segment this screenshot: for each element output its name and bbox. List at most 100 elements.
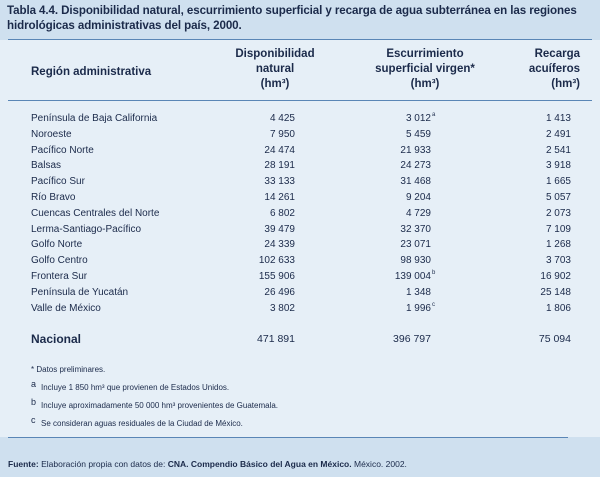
header-top-rule (8, 39, 592, 40)
escurrimiento-value: 139 004 b (394, 269, 436, 285)
disponibilidad-value: 24 474 (264, 144, 295, 156)
table-body (0, 40, 600, 437)
disponibilidad-value: 39 479 (264, 223, 295, 235)
escurrimiento-value: 3 012 a (405, 111, 435, 127)
table-row: Río Bravo 14 261 9 204 5 057 (31, 190, 571, 206)
escurrimiento-number: 1 996 (405, 302, 431, 314)
table-row: Valle de México 3 802 1 996 c 1 806 (31, 301, 571, 317)
recarga-header: Recarga acuíferos (hm³) (510, 47, 580, 92)
table-row: Península de Baja California 4 425 3 012 a 1… (31, 111, 571, 127)
disponibilidad-value: 155 906 (258, 271, 295, 282)
table-row: Cuencas Centrales del Norte 6 802 4 729 2 0… (31, 206, 571, 222)
region-header: Región administrativa (31, 66, 152, 78)
recarga-value: 5 057 (545, 192, 571, 203)
escurrimiento-value: 98 930 (400, 255, 431, 267)
table-row: Lerma-Santiago-Pacífico 39 479 32 370 7 109 (31, 222, 571, 238)
source-date: México. 2002. (354, 459, 407, 469)
region-name: Cuencas Centrales del Norte (31, 207, 160, 219)
disponibilidad-header-unit: (hm³) (260, 78, 290, 90)
recarga-value: 1 806 (545, 302, 571, 314)
table-row: Pacífico Norte 24 474 21 933 2 541 (31, 143, 571, 159)
recarga-value: 1 665 (545, 176, 571, 188)
disponibilidad-value: 4 425 (269, 113, 295, 124)
disponibilidad-value: 24 339 (264, 239, 295, 251)
total-escurrimiento: 396 797 (393, 333, 431, 345)
source-label: Fuente: (8, 459, 39, 469)
disponibilidad-value: 3 802 (269, 302, 295, 314)
recarga-header-line1: Recarga (534, 48, 580, 60)
escurrimiento-value: 1 996 c (405, 301, 435, 317)
disponibilidad-value: 26 496 (264, 286, 295, 298)
title-bar: Tabla 4.4. Disponibilidad natural, escur… (0, 0, 600, 40)
region-name: Valle de México (31, 302, 101, 314)
recarga-value: 2 541 (545, 144, 571, 156)
footnote-b: b Incluye aproximadamente 50 000 hm³ prov… (31, 397, 279, 410)
footnote-c: c Se consideran aguas residuales de la Ci… (31, 415, 243, 428)
region-name: Golfo Norte (31, 239, 83, 251)
footnote-marker: a (432, 112, 436, 118)
disponibilidad-header: Disponibilidad natural (hm³) (220, 47, 330, 92)
recarga-value: 3 703 (545, 255, 571, 267)
table-title: Tabla 4.4. Disponibilidad natural, escur… (7, 4, 577, 32)
recarga-value: 2 491 (545, 128, 571, 140)
escurrimiento-header-unit: (hm³) (410, 78, 440, 90)
recarga-value: 16 902 (540, 271, 571, 282)
footnote-a: a Incluye 1 850 hm³ que provienen de Esta… (31, 379, 230, 392)
table-row: Península de Yucatán 26 496 1 348 25 148 (31, 285, 571, 301)
disponibilidad-value: 28 191 (264, 160, 295, 172)
table-row: Balsas 28 191 24 273 3 918 (31, 158, 571, 174)
escurrimiento-value: 23 071 (400, 239, 431, 251)
footnote-marker: c (432, 301, 435, 308)
escurrimiento-value: 21 933 (400, 144, 431, 156)
region-name: Balsas (31, 160, 62, 172)
recarga-value: 1 268 (545, 239, 571, 251)
escurrimiento-value: 9 204 (405, 192, 431, 203)
table-row: Golfo Norte 24 339 23 071 1 268 (31, 237, 571, 253)
disponibilidad-header-line1: Disponibilidad (235, 48, 315, 60)
disponibilidad-value: 14 261 (264, 192, 295, 203)
table-row: Pacífico Sur 33 133 31 468 1 665 (31, 174, 571, 190)
region-name: Pacífico Sur (31, 176, 85, 188)
recarga-value: 3 918 (545, 160, 571, 172)
escurrimiento-value: 24 273 (400, 160, 431, 172)
disponibilidad-value: 33 133 (264, 176, 295, 188)
footnote-marker: b (432, 270, 436, 276)
disponibilidad-header-line2: natural (255, 63, 295, 75)
region-name: Frontera Sur (31, 271, 88, 282)
escurrimiento-value: 5 459 (405, 128, 431, 140)
table-row: Frontera Sur 155 906 139 004 b 16 902 (31, 269, 571, 285)
region-name: Río Bravo (31, 192, 76, 203)
total-recarga: 75 094 (538, 333, 571, 345)
footnote-star: * Datos preliminares. (31, 365, 106, 374)
total-label: Nacional (31, 332, 82, 346)
total-row: Nacional 471 891 396 797 75 094 (31, 331, 571, 347)
region-name: Golfo Centro (31, 255, 88, 267)
escurrimiento-value: 4 729 (405, 207, 431, 219)
escurrimiento-number: 3 012 (405, 113, 431, 124)
region-name: Lerma-Santiago-Pacífico (31, 223, 142, 235)
recarga-value: 25 148 (540, 286, 571, 298)
recarga-header-line2: acuíferos (528, 63, 580, 75)
footnotes: * Datos preliminares. a Incluye 1 850 hm³… (31, 362, 278, 431)
disponibilidad-value: 6 802 (269, 207, 295, 219)
disponibilidad-value: 102 633 (258, 255, 295, 267)
escurrimiento-value: 32 370 (400, 223, 431, 235)
table-row: Golfo Centro 102 633 98 930 3 703 (31, 253, 571, 269)
table-row: Noroeste 7 950 5 459 2 491 (31, 127, 571, 143)
header-bottom-rule (8, 100, 592, 101)
disponibilidad-value: 7 950 (269, 128, 295, 140)
escurrimiento-header-line1: Escurrimiento (386, 48, 464, 60)
escurrimiento-number: 139 004 (394, 271, 431, 282)
escurrimiento-value: 1 348 (405, 286, 431, 298)
total-disponibilidad: 471 891 (257, 333, 295, 345)
region-name: Península de Baja California (31, 113, 158, 124)
bottom-rule (8, 437, 568, 438)
recarga-value: 2 073 (545, 207, 571, 219)
recarga-header-unit: (hm³) (551, 78, 580, 90)
recarga-value: 1 413 (545, 113, 571, 124)
region-name: Pacífico Norte (31, 144, 94, 156)
escurrimiento-value: 31 468 (400, 176, 431, 188)
escurrimiento-header-line2: superficial virgen* (375, 63, 475, 75)
source-text: Elaboración propia con datos de: (41, 459, 166, 469)
recarga-value: 7 109 (545, 223, 571, 235)
